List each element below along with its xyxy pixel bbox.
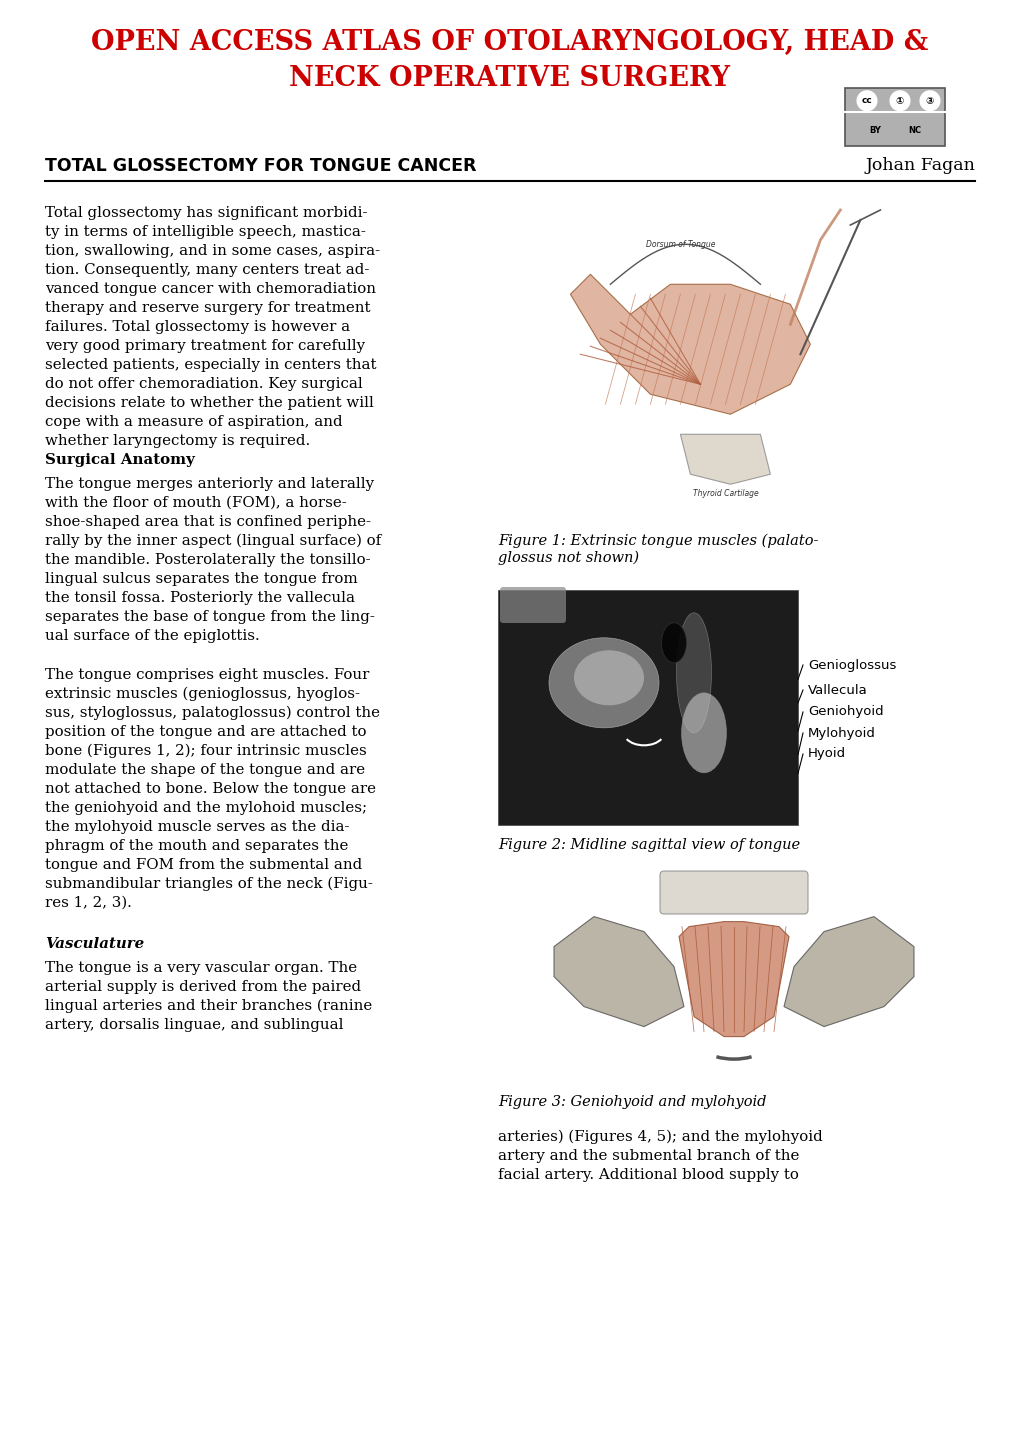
Polygon shape [679,921,789,1037]
Polygon shape [680,434,769,485]
Text: OPEN ACCESS ATLAS OF OTOLARYNGOLOGY, HEAD &: OPEN ACCESS ATLAS OF OTOLARYNGOLOGY, HEA… [92,29,927,55]
Text: The tongue merges anteriorly and laterally: The tongue merges anteriorly and lateral… [45,477,374,490]
FancyBboxPatch shape [497,190,969,525]
Text: Vasculature: Vasculature [45,937,144,952]
Text: not attached to bone. Below the tongue are: not attached to bone. Below the tongue a… [45,782,376,796]
Text: NC: NC [908,125,920,136]
Text: Genioglossus: Genioglossus [807,659,896,672]
FancyBboxPatch shape [497,880,969,1084]
Text: whether laryngectomy is required.: whether laryngectomy is required. [45,434,310,448]
Text: vanced tongue cancer with chemoradiation: vanced tongue cancer with chemoradiation [45,283,376,296]
Text: selected patients, especially in centers that: selected patients, especially in centers… [45,358,376,372]
Text: Hyoid: Hyoid [807,747,846,760]
Text: Figure 2: Midline sagittal view of tongue: Figure 2: Midline sagittal view of tongu… [497,838,799,852]
Text: cope with a measure of aspiration, and: cope with a measure of aspiration, and [45,415,342,430]
Text: decisions relate to whether the patient will: decisions relate to whether the patient … [45,397,374,410]
Text: modulate the shape of the tongue and are: modulate the shape of the tongue and are [45,763,365,777]
Text: res 1, 2, 3).: res 1, 2, 3). [45,895,131,910]
Text: the mylohyoid muscle serves as the dia-: the mylohyoid muscle serves as the dia- [45,820,350,833]
Text: ①: ① [895,95,903,105]
Polygon shape [553,917,684,1027]
Text: phragm of the mouth and separates the: phragm of the mouth and separates the [45,839,348,854]
Text: Mylohyoid: Mylohyoid [807,727,875,740]
Text: BY: BY [868,125,880,136]
Text: sus, styloglossus, palatoglossus) control the: sus, styloglossus, palatoglossus) contro… [45,707,380,721]
Circle shape [919,91,938,111]
Text: Figure 3: Geniohyoid and mylohyoid: Figure 3: Geniohyoid and mylohyoid [497,1094,765,1109]
Text: very good primary treatment for carefully: very good primary treatment for carefull… [45,339,365,353]
Text: artery and the submental branch of the: artery and the submental branch of the [497,1149,799,1164]
Text: The tongue comprises eight muscles. Four: The tongue comprises eight muscles. Four [45,668,369,682]
Text: submandibular triangles of the neck (Figu-: submandibular triangles of the neck (Fig… [45,877,373,891]
Text: extrinsic muscles (genioglossus, hyoglos-: extrinsic muscles (genioglossus, hyoglos… [45,686,360,701]
FancyBboxPatch shape [659,871,807,914]
Text: facial artery. Additional blood supply to: facial artery. Additional blood supply t… [497,1168,798,1182]
Text: bone (Figures 1, 2); four intrinsic muscles: bone (Figures 1, 2); four intrinsic musc… [45,744,367,758]
Text: rally by the inner aspect (lingual surface) of: rally by the inner aspect (lingual surfa… [45,534,381,548]
Text: Geniohyoid: Geniohyoid [807,705,882,718]
Circle shape [856,91,876,111]
Text: arteries) (Figures 4, 5); and the mylohyoid: arteries) (Figures 4, 5); and the mylohy… [497,1131,822,1145]
Text: lingual sulcus separates the tongue from: lingual sulcus separates the tongue from [45,572,358,585]
Ellipse shape [548,637,658,728]
Text: separates the base of tongue from the ling-: separates the base of tongue from the li… [45,610,375,624]
Text: the mandible. Posterolaterally the tonsillo-: the mandible. Posterolaterally the tonsi… [45,552,370,567]
Text: ty in terms of intelligible speech, mastica-: ty in terms of intelligible speech, mast… [45,225,366,239]
FancyBboxPatch shape [844,88,944,146]
Text: arterial supply is derived from the paired: arterial supply is derived from the pair… [45,981,361,994]
Text: Vallecula: Vallecula [807,684,867,696]
Text: tion, swallowing, and in some cases, aspira-: tion, swallowing, and in some cases, asp… [45,244,380,258]
Text: Total glossectomy has significant morbidi-: Total glossectomy has significant morbid… [45,206,367,221]
Text: artery, dorsalis linguae, and sublingual: artery, dorsalis linguae, and sublingual [45,1018,343,1032]
Text: shoe-shaped area that is confined periphe-: shoe-shaped area that is confined periph… [45,515,371,529]
Text: ual surface of the epiglottis.: ual surface of the epiglottis. [45,629,260,643]
Text: lingual arteries and their branches (ranine: lingual arteries and their branches (ran… [45,999,372,1014]
Text: the tonsil fossa. Posteriorly the vallecula: the tonsil fossa. Posteriorly the vallec… [45,591,355,606]
Circle shape [890,91,909,111]
Text: with the floor of mouth (FOM), a horse-: with the floor of mouth (FOM), a horse- [45,496,346,510]
Polygon shape [570,274,810,414]
FancyBboxPatch shape [497,590,797,825]
Ellipse shape [676,613,711,733]
Text: position of the tongue and are attached to: position of the tongue and are attached … [45,725,366,738]
Text: Johan Fagan: Johan Fagan [864,157,974,174]
Polygon shape [784,917,913,1027]
Text: tongue and FOM from the submental and: tongue and FOM from the submental and [45,858,362,872]
Text: cc: cc [861,97,871,105]
Text: TOTAL GLOSSECTOMY FOR TONGUE CANCER: TOTAL GLOSSECTOMY FOR TONGUE CANCER [45,157,476,174]
Text: do not offer chemoradiation. Key surgical: do not offer chemoradiation. Key surgica… [45,376,363,391]
Text: failures. Total glossectomy is however a: failures. Total glossectomy is however a [45,320,350,335]
Ellipse shape [574,650,643,705]
Text: NECK OPERATIVE SURGERY: NECK OPERATIVE SURGERY [289,65,730,91]
Ellipse shape [661,623,686,663]
Text: therapy and reserve surgery for treatment: therapy and reserve surgery for treatmen… [45,301,370,314]
FancyBboxPatch shape [499,587,566,623]
Text: the geniohyoid and the mylohoid muscles;: the geniohyoid and the mylohoid muscles; [45,800,367,815]
Text: The tongue is a very vascular organ. The: The tongue is a very vascular organ. The [45,960,357,975]
Text: Figure 1: Extrinsic tongue muscles (palato-
glossus not shown): Figure 1: Extrinsic tongue muscles (pala… [497,534,817,565]
Text: Thyroid Cartilage: Thyroid Cartilage [692,489,757,499]
Text: ③: ③ [925,95,933,105]
Ellipse shape [681,692,726,773]
Text: Dorsum of Tongue: Dorsum of Tongue [645,239,714,249]
Text: tion. Consequently, many centers treat ad-: tion. Consequently, many centers treat a… [45,262,369,277]
Text: Surgical Anatomy: Surgical Anatomy [45,453,195,467]
